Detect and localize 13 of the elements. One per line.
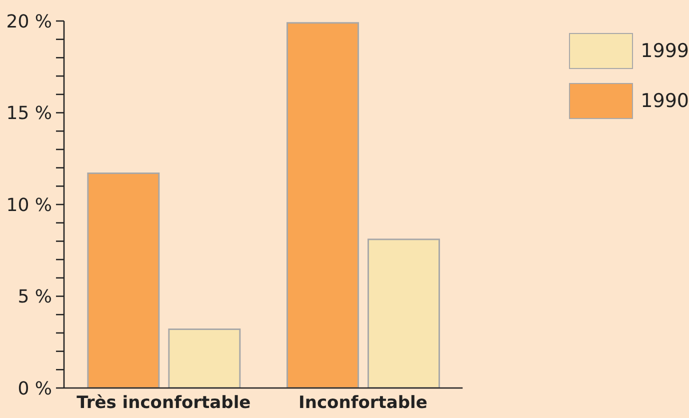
legend-label: 1990 [640,90,689,112]
bar [286,22,359,388]
y-tick-label: 0 % [18,378,52,400]
x-tick-label: Inconfortable [298,393,428,414]
bar [168,328,241,388]
legend-label: 1999 [640,40,689,62]
bar [87,172,160,388]
y-tick-label: 10 % [6,194,52,216]
bar [367,238,440,388]
y-tick-label: 20 % [6,11,52,32]
x-tick-label: Très inconfortable [76,393,251,414]
y-tick-label: 5 % [18,286,52,308]
y-tick-label: 15 % [6,103,52,124]
